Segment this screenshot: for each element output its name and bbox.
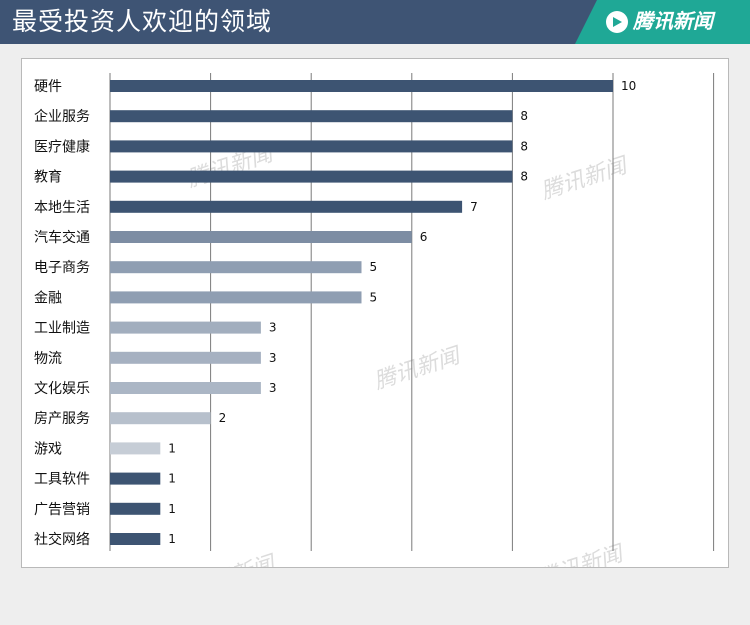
brand-logo-icon	[606, 11, 628, 33]
value-label: 1	[168, 472, 176, 486]
bar	[110, 502, 161, 515]
bar	[110, 261, 362, 274]
category-label: 社交网络	[34, 531, 90, 548]
category-label: 电子商务	[34, 260, 90, 276]
watermark-text: 腾讯新闻	[371, 343, 465, 395]
category-label: 房产服务	[34, 411, 90, 427]
value-label: 1	[168, 502, 176, 516]
value-label: 3	[269, 381, 277, 395]
chart-title: 最受投资人欢迎的领域	[12, 7, 273, 36]
value-label: 8	[520, 170, 528, 184]
bar	[110, 231, 412, 243]
category-label: 企业服务	[34, 108, 90, 125]
value-label: 8	[520, 109, 528, 123]
category-label: 医疗健康	[34, 138, 90, 155]
value-label: 3	[269, 321, 277, 335]
bar	[110, 321, 261, 334]
bar	[110, 200, 463, 213]
bar	[110, 382, 261, 394]
value-label: 2	[219, 411, 227, 425]
value-label: 8	[520, 139, 528, 153]
bar	[110, 140, 513, 153]
bar	[110, 442, 161, 455]
bar	[110, 291, 362, 304]
category-label: 游戏	[34, 441, 62, 457]
bar	[110, 110, 513, 123]
value-label: 6	[420, 230, 428, 244]
category-label: 汽车交通	[34, 229, 90, 246]
value-label: 3	[269, 351, 277, 365]
watermark-text: 腾讯新闻	[186, 551, 280, 567]
category-label: 教育	[34, 170, 62, 186]
category-label: 硬件	[34, 79, 62, 95]
bar-chart: 腾讯新闻腾讯新闻腾讯新闻腾讯新闻腾讯新闻硬件10企业服务8医疗健康8教育8本地生…	[34, 73, 715, 567]
category-label: 工业制造	[34, 321, 90, 337]
bar	[110, 412, 211, 425]
value-label: 5	[370, 290, 378, 304]
category-label: 广告营销	[34, 502, 90, 518]
category-label: 本地生活	[34, 200, 90, 216]
category-label: 金融	[34, 290, 62, 306]
chart-header: 最受投资人欢迎的领域 腾讯新闻	[0, 0, 750, 44]
chart-panel: 腾讯新闻腾讯新闻腾讯新闻腾讯新闻腾讯新闻硬件10企业服务8医疗健康8教育8本地生…	[21, 58, 729, 568]
value-label: 5	[370, 260, 378, 274]
value-label: 1	[168, 532, 176, 546]
category-label: 工具软件	[34, 472, 90, 488]
bar	[110, 351, 261, 364]
bar	[110, 80, 613, 92]
brand-name: 腾讯新闻	[633, 9, 713, 33]
bar	[110, 170, 513, 183]
value-label: 7	[470, 200, 478, 214]
watermark-text: 腾讯新闻	[534, 541, 628, 567]
bar	[110, 472, 161, 485]
value-label: 10	[621, 79, 636, 93]
value-label: 1	[168, 441, 176, 455]
bar	[110, 533, 161, 545]
watermark-text: 腾讯新闻	[538, 153, 632, 205]
category-label: 文化娱乐	[34, 381, 90, 397]
brand-logo: 腾讯新闻	[575, 0, 750, 44]
category-label: 物流	[34, 351, 62, 367]
